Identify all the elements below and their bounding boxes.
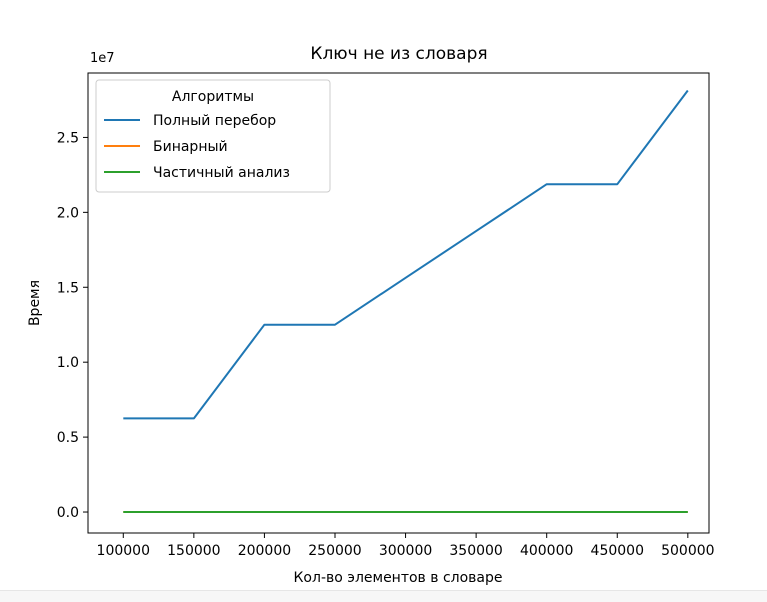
legend-entry: Бинарный	[153, 139, 228, 155]
legend-entry: Полный перебор	[153, 113, 276, 129]
y-offset-label: 1e7	[90, 51, 115, 66]
x-tick-label: 400000	[520, 543, 573, 559]
legend: Алгоритмы Полный перебор Бинарный Частичны…	[95, 79, 331, 193]
x-tick-label: 500000	[661, 543, 714, 559]
y-axis-ticks: 0.0 0.5 1.0 1.5 2.0 2.5	[57, 130, 88, 521]
y-axis-label: Время	[27, 280, 43, 326]
series-line-0	[123, 89, 689, 420]
x-tick-label: 300000	[379, 543, 432, 559]
window-bottom-strip	[0, 590, 767, 602]
legend-box	[95, 79, 331, 193]
y-tick-label: 1.5	[57, 280, 79, 296]
x-tick-label: 100000	[97, 543, 150, 559]
y-tick-label: 2.0	[57, 205, 79, 221]
plot-area-frame	[87, 72, 710, 534]
x-axis-ticks: 100000 150000 200000 250000 300000 350000 4000…	[97, 533, 715, 559]
x-tick-label: 450000	[591, 543, 644, 559]
y-tick-label: 2.5	[57, 130, 79, 146]
y-tick-label: 0.5	[57, 430, 79, 446]
chart-title: Ключ не из словаря	[310, 44, 487, 64]
x-tick-label: 150000	[167, 543, 220, 559]
x-tick-label: 200000	[238, 543, 291, 559]
legend-title: Алгоритмы	[172, 89, 254, 105]
x-tick-label: 350000	[449, 543, 502, 559]
x-axis-label: Кол-во элементов в словаре	[293, 570, 502, 586]
series-lines	[123, 89, 689, 513]
legend-entry: Частичный анализ	[153, 165, 290, 181]
x-tick-label: 250000	[308, 543, 361, 559]
y-tick-label: 1.0	[57, 355, 79, 371]
y-tick-label: 0.0	[57, 505, 79, 521]
